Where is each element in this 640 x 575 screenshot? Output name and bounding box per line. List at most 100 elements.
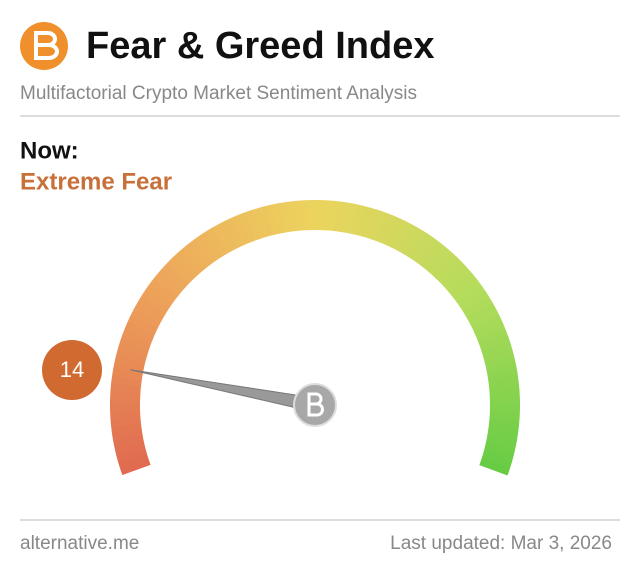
arc-segment (286, 201, 298, 232)
arc-segment (153, 272, 182, 298)
arc-segment (327, 200, 337, 231)
arc-segment (110, 416, 141, 427)
arc-segment (141, 290, 171, 313)
classification: Extreme Fear (20, 168, 172, 195)
arc-segment (111, 422, 142, 434)
arc-segment (117, 341, 149, 357)
arc-segment (488, 376, 519, 388)
arc-segment (113, 435, 144, 448)
arc-segment (111, 376, 142, 387)
arc-segment (477, 328, 508, 346)
arc-segment (117, 452, 149, 469)
arc-segment (440, 262, 468, 289)
arc-segment (244, 209, 262, 241)
source: alternative.me (20, 533, 139, 554)
arc-segment (432, 252, 458, 280)
arc-segment (133, 302, 164, 323)
arc-segment (436, 257, 463, 284)
arc-segment (397, 223, 418, 254)
arc-segment (122, 327, 153, 346)
arc-segment (374, 212, 393, 243)
arc-segment (172, 252, 199, 280)
arc-segment (130, 308, 161, 329)
arc-segment (272, 203, 285, 234)
arc-segment (116, 446, 147, 462)
arc-segment (339, 201, 351, 233)
arc-segment (345, 203, 358, 234)
arc-segment (460, 290, 490, 313)
arc-segment (469, 308, 500, 329)
arc-segment (212, 223, 234, 254)
arc-segment (162, 262, 190, 288)
arc-segment (445, 267, 473, 293)
arc-segment (149, 278, 178, 303)
arc-segment (487, 429, 519, 441)
arc-segment (486, 435, 517, 448)
arc-segment (167, 257, 194, 284)
arc-segment (265, 204, 279, 236)
arc-segment (489, 383, 520, 394)
arc-segment (177, 247, 203, 275)
arc-segment (124, 321, 156, 340)
arc-segment (111, 369, 143, 381)
arc-segment (116, 348, 147, 363)
arc-segment (489, 417, 520, 427)
arc-segment (466, 302, 497, 324)
arc-segment (200, 230, 223, 260)
arc-segment (119, 458, 151, 476)
arc-segment (279, 201, 292, 233)
arc-segment (351, 204, 365, 236)
last-updated: Last updated: Mar 3, 2026 (390, 533, 612, 554)
arc-segment (225, 217, 245, 248)
arc-segment (369, 210, 386, 241)
arc-segment (363, 207, 379, 239)
arc-segment (120, 334, 151, 351)
arc-segment (449, 273, 477, 298)
arc-segment (293, 200, 304, 231)
arc-segment (407, 231, 430, 261)
arc-segment (111, 428, 143, 441)
arc-segment (417, 239, 442, 268)
title: Fear & Greed Index (86, 25, 434, 67)
arc-segment (472, 315, 503, 335)
arc-segment (238, 212, 256, 243)
arc-segment (110, 383, 141, 393)
arc-segment (427, 247, 453, 276)
arc-segment (114, 441, 146, 455)
arc-segment (479, 459, 510, 476)
arc-segment (481, 341, 513, 358)
arc-segment (483, 447, 514, 462)
arc-segment (251, 207, 268, 239)
arc-segment (484, 441, 516, 455)
gauge-arc (110, 200, 520, 476)
arc-segment (486, 362, 517, 375)
arc-segment (483, 348, 514, 364)
arc-segment (218, 220, 239, 251)
arc-segment (422, 243, 448, 272)
arc-segment (114, 355, 146, 369)
arc-segment (183, 243, 208, 271)
arc-segment (412, 235, 436, 264)
arc-segment (452, 278, 482, 303)
bitcoin-logo (20, 22, 68, 70)
hub-logo (307, 392, 324, 417)
arc-segment (456, 284, 486, 308)
value-badge (42, 340, 102, 400)
arc-segment (113, 362, 144, 375)
arc-segment (357, 206, 372, 237)
arc-segment (188, 238, 213, 268)
arc-segment (463, 296, 493, 318)
arc-segment (479, 334, 511, 352)
arc-segment (194, 234, 218, 264)
subtitle: Multifactorial Crypto Market Sentiment A… (20, 83, 417, 104)
value-label: 14 (60, 357, 84, 382)
arc-segment (386, 217, 406, 248)
arc-segment (333, 201, 344, 232)
arc-segment (127, 314, 158, 334)
arc-segment (145, 284, 174, 308)
arc-segment (481, 453, 513, 469)
now-label: Now: (20, 137, 79, 164)
arc-segment (402, 227, 424, 257)
